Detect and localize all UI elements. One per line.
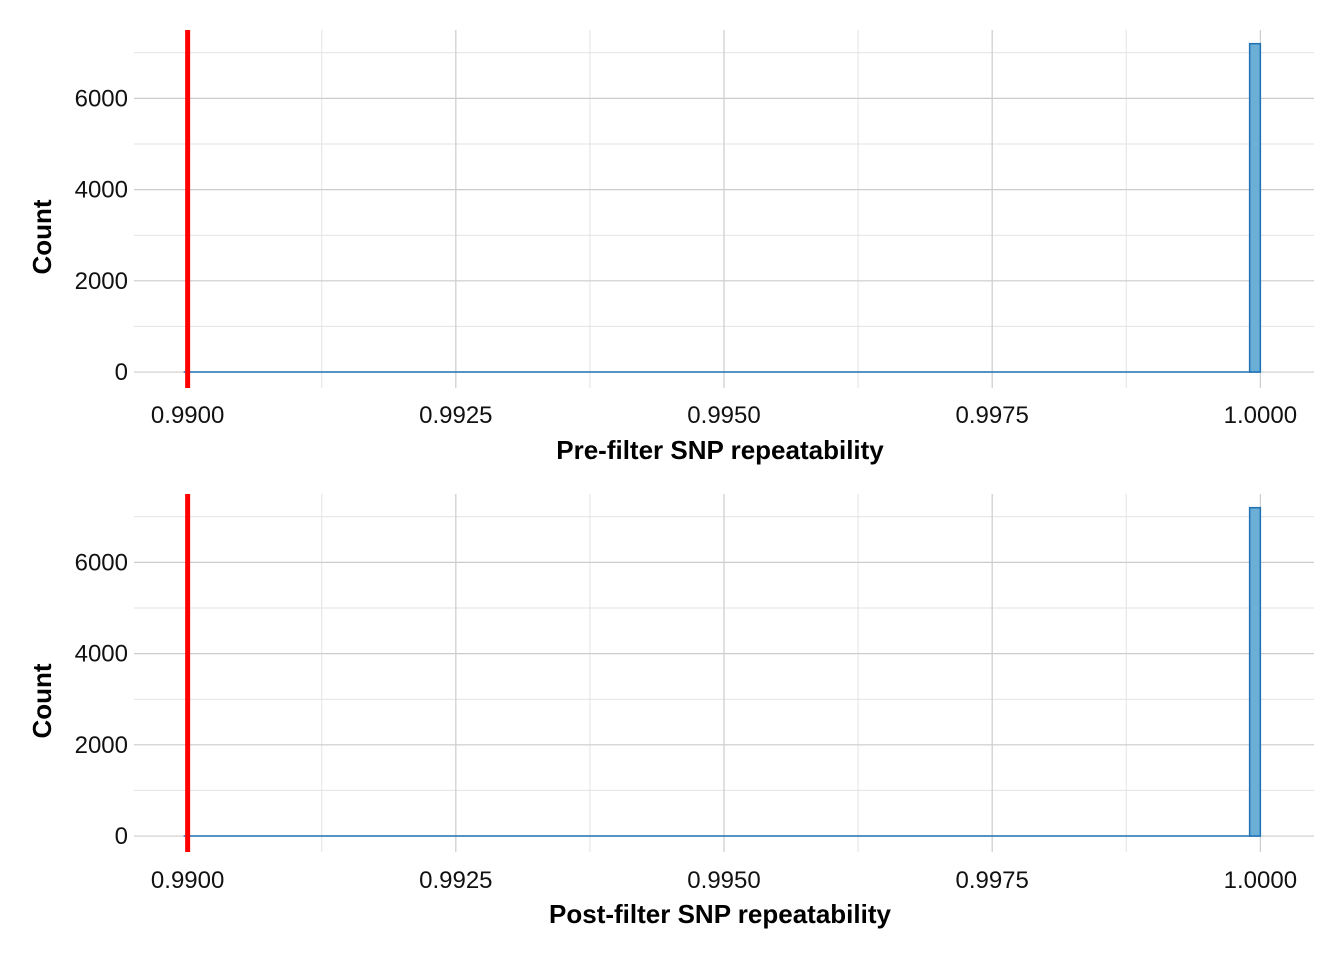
x-tick-label: 0.9900 bbox=[151, 867, 224, 894]
x-tick-label: 0.9900 bbox=[151, 402, 224, 429]
y-tick-label: 2000 bbox=[75, 732, 128, 759]
y-tick-label: 2000 bbox=[75, 268, 128, 295]
x-tick-label: 0.9975 bbox=[955, 867, 1028, 894]
x-tick-label: 0.9925 bbox=[419, 867, 492, 894]
y-tick-label: 0 bbox=[115, 359, 128, 386]
x-tick-label: 1.0000 bbox=[1224, 402, 1297, 429]
y-tick-label: 0 bbox=[115, 823, 128, 850]
x-tick-label: 0.9975 bbox=[955, 402, 1028, 429]
histogram-bar bbox=[1248, 42, 1262, 373]
post-filter-histogram-panel: 0.9900 0.9925 0.9950 0.9975 1.0000 0 2000 4000 6… bbox=[27, 494, 1314, 929]
x-axis-title: Post-filter SNP repeatability bbox=[549, 899, 891, 929]
pre-filter-histogram-panel: 0.9900 0.9925 0.9950 0.9975 1.0000 0 2000 4000 6… bbox=[27, 30, 1314, 465]
histogram-bar bbox=[1248, 506, 1262, 837]
y-tick-label: 4000 bbox=[75, 177, 128, 204]
y-axis-title: Count bbox=[27, 199, 57, 274]
y-axis-title: Count bbox=[27, 663, 57, 738]
y-tick-label: 4000 bbox=[75, 641, 128, 668]
x-tick-label: 0.9950 bbox=[687, 402, 760, 429]
x-axis-title: Pre-filter SNP repeatability bbox=[556, 435, 884, 465]
y-tick-label: 6000 bbox=[75, 85, 128, 112]
x-tick-label: 0.9925 bbox=[419, 402, 492, 429]
x-tick-label: 0.9950 bbox=[687, 867, 760, 894]
x-tick-label: 1.0000 bbox=[1224, 867, 1297, 894]
y-tick-label: 6000 bbox=[75, 549, 128, 576]
